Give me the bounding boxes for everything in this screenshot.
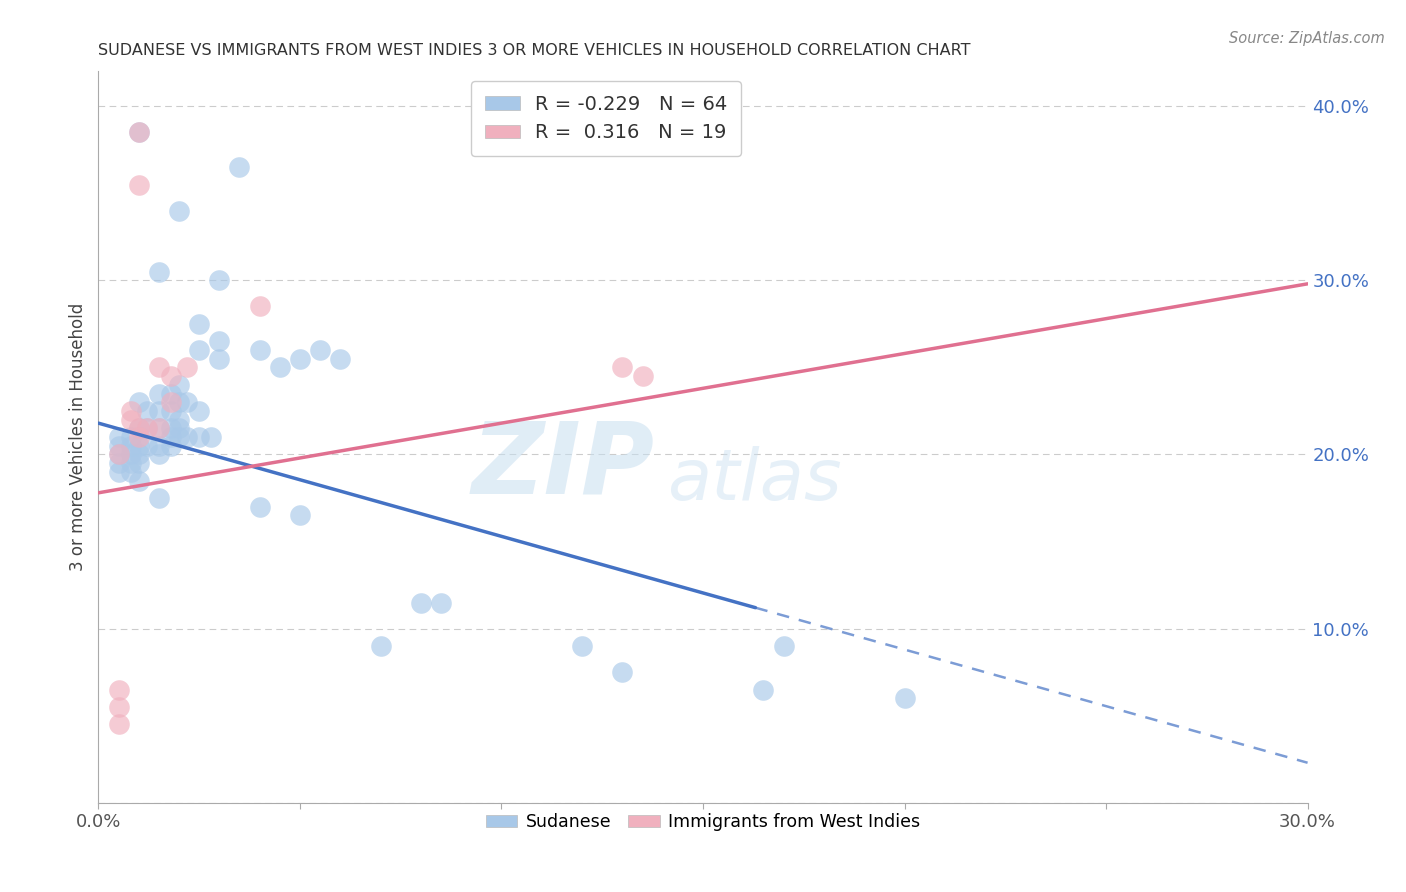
Point: [167, 395, 190, 409]
Point: [135, 421, 157, 435]
Point: [107, 682, 129, 697]
Point: [370, 639, 392, 653]
Point: [430, 595, 453, 609]
Point: [120, 412, 142, 426]
Point: [107, 430, 129, 444]
Point: [409, 595, 432, 609]
Point: [107, 717, 129, 731]
Point: [167, 377, 190, 392]
Point: [107, 700, 129, 714]
Point: [135, 421, 157, 435]
Point: [148, 439, 170, 453]
Point: [208, 273, 231, 287]
Point: [167, 421, 190, 435]
Point: [135, 404, 157, 418]
Point: [148, 404, 170, 418]
Point: [128, 125, 150, 139]
Point: [107, 456, 129, 470]
Y-axis label: 3 or more Vehicles in Household: 3 or more Vehicles in Household: [69, 303, 87, 571]
Point: [160, 386, 183, 401]
Point: [631, 369, 654, 384]
Point: [176, 430, 198, 444]
Point: [128, 395, 150, 409]
Point: [612, 665, 634, 680]
Point: [571, 639, 593, 653]
Point: [176, 395, 198, 409]
Point: [120, 430, 142, 444]
Point: [208, 351, 231, 366]
Point: [160, 395, 183, 409]
Point: [160, 369, 183, 384]
Point: [148, 421, 170, 435]
Point: [167, 430, 190, 444]
Point: [249, 500, 271, 514]
Point: [148, 265, 170, 279]
Point: [128, 456, 150, 470]
Point: [200, 430, 222, 444]
Point: [228, 160, 250, 174]
Point: [309, 343, 332, 357]
Point: [288, 351, 311, 366]
Point: [148, 491, 170, 505]
Point: [120, 404, 142, 418]
Point: [128, 178, 150, 192]
Point: [107, 448, 129, 462]
Point: [329, 351, 352, 366]
Legend: Sudanese, Immigrants from West Indies: Sudanese, Immigrants from West Indies: [478, 806, 928, 838]
Text: SUDANESE VS IMMIGRANTS FROM WEST INDIES 3 OR MORE VEHICLES IN HOUSEHOLD CORRELAT: SUDANESE VS IMMIGRANTS FROM WEST INDIES …: [98, 43, 972, 58]
Point: [107, 448, 129, 462]
Point: [188, 317, 211, 331]
Point: [128, 421, 150, 435]
Point: [188, 404, 211, 418]
Point: [612, 360, 634, 375]
Point: [120, 448, 142, 462]
Point: [148, 421, 170, 435]
Point: [752, 682, 775, 697]
Point: [120, 456, 142, 470]
Point: [160, 404, 183, 418]
Point: [120, 439, 142, 453]
Point: [128, 421, 150, 435]
Point: [188, 343, 211, 357]
Point: [160, 421, 183, 435]
Point: [249, 343, 271, 357]
Point: [167, 203, 190, 218]
Text: ZIP: ZIP: [471, 417, 655, 515]
Point: [188, 430, 211, 444]
Point: [288, 508, 311, 523]
Point: [135, 439, 157, 453]
Point: [160, 430, 183, 444]
Point: [148, 386, 170, 401]
Point: [128, 474, 150, 488]
Point: [893, 691, 915, 706]
Point: [128, 448, 150, 462]
Point: [148, 448, 170, 462]
Point: [107, 465, 129, 479]
Text: atlas: atlas: [666, 447, 841, 516]
Point: [120, 465, 142, 479]
Point: [128, 439, 150, 453]
Point: [148, 360, 170, 375]
Text: Source: ZipAtlas.com: Source: ZipAtlas.com: [1229, 31, 1385, 46]
Point: [772, 639, 794, 653]
Point: [176, 360, 198, 375]
Point: [128, 125, 150, 139]
Point: [107, 439, 129, 453]
Point: [249, 300, 271, 314]
Point: [167, 412, 190, 426]
Point: [269, 360, 291, 375]
Point: [208, 334, 231, 349]
Point: [128, 430, 150, 444]
Point: [160, 439, 183, 453]
